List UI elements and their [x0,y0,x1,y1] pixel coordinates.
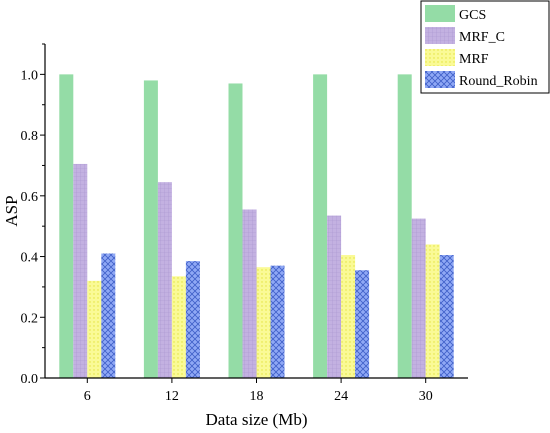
bar-mrf [171,276,186,378]
bar-gcs [228,83,243,379]
bar-mrf-c [73,163,88,378]
y-tick-label: 0.0 [21,372,39,387]
bar-gcs [313,74,328,378]
bar-mrf [341,255,356,378]
axes: 0.0 0.2 0.4 0.6 0.8 1.0 6 12 18 24 30 Data size (Mb… [2,43,468,429]
y-axis-title: ASP [2,195,21,226]
legend-swatch [425,49,455,66]
legend: GCS MRF_C MRF Round_Robin [420,0,550,94]
bar-round-robin [355,270,370,378]
x-tick-label: 18 [250,389,264,404]
bar-round-robin [101,253,116,378]
bar-gcs [143,80,158,378]
legend-label: MRF_C [459,30,505,45]
bar-gcs [59,74,74,378]
legend-label: GCS [459,8,486,23]
bar-mrf [256,267,271,378]
bar-round-robin [185,261,200,378]
y-tick-label: 0.2 [21,311,39,326]
bar-round-robin [439,255,454,378]
bar-mrf-c [411,218,426,378]
bar-mrf [87,280,102,378]
y-tick-label: 0.4 [21,251,39,266]
legend-swatch [425,71,455,88]
legend-swatch [425,27,455,44]
legend-label: MRF [459,52,489,67]
bar-mrf-c [327,215,342,378]
x-axis-title: Data size (Mb) [206,410,308,429]
y-tick-label: 0.6 [21,190,39,205]
x-tick-label: 24 [334,389,348,404]
y-tick-label: 1.0 [21,68,39,83]
bar-mrf-c [242,209,257,378]
bar-gcs [397,74,412,378]
legend-swatch [425,5,455,22]
legend-label: Round_Robin [459,74,538,89]
plot-area [59,74,454,379]
bar-round-robin [270,265,285,378]
y-tick-label: 0.8 [21,129,39,144]
bar-mrf-c [157,182,172,378]
bar-mrf [425,244,440,378]
x-tick-label: 12 [165,389,179,404]
x-tick-label: 30 [419,389,433,404]
x-tick-label: 6 [84,389,91,404]
